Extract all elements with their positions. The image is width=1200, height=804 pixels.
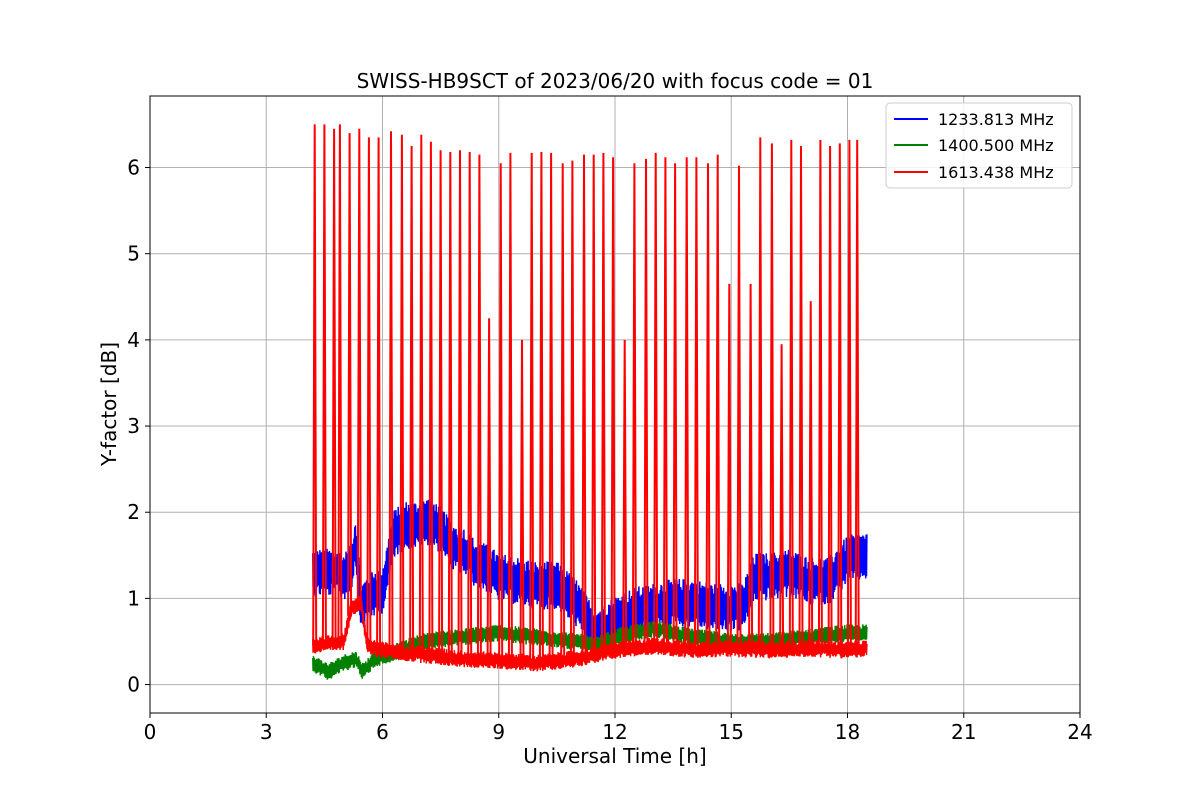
series-spike (347, 133, 353, 616)
series-spike (662, 157, 668, 648)
series-spike (622, 339, 628, 650)
x-tick-label: 18 (835, 720, 860, 744)
y-tick-label: 6 (127, 156, 140, 180)
x-tick-label: 24 (1067, 720, 1092, 744)
x-tick-label: 9 (492, 720, 505, 744)
series-spike (467, 151, 473, 660)
series-spike (817, 139, 823, 649)
series-spike (581, 154, 587, 658)
x-tick-label: 0 (144, 720, 157, 744)
series-spike (827, 145, 833, 650)
series-spike (418, 134, 424, 655)
series-spike (779, 344, 785, 650)
series-spike (653, 152, 659, 647)
series-spike (399, 134, 405, 653)
series-spike (736, 165, 742, 649)
series-spike (366, 137, 372, 647)
series-spike (837, 143, 843, 650)
chart-title: SWISS-HB9SCT of 2023/06/20 with focus co… (357, 69, 874, 93)
x-axis-label: Universal Time [h] (523, 744, 706, 768)
series-trace-2 (312, 595, 868, 672)
series-spike (798, 145, 804, 649)
series-spike (529, 152, 535, 663)
series-spike (428, 141, 434, 656)
legend-label-1233: 1233.813 MHz (938, 110, 1054, 129)
y-axis-ticks: 0 1 2 3 4 5 6 (127, 156, 150, 697)
legend-box (885, 102, 1073, 189)
y-axis-label: Y-factor [dB] (97, 342, 121, 467)
series-spike (312, 124, 318, 646)
x-tick-label: 21 (951, 720, 976, 744)
series-spike (560, 163, 566, 661)
series-spike (569, 160, 575, 660)
series-spike (715, 154, 721, 650)
y-tick-label: 1 (127, 586, 140, 610)
series-spike (376, 137, 382, 650)
x-tick-label: 12 (602, 720, 627, 744)
series-spike (610, 157, 616, 651)
series-spike (591, 154, 597, 655)
series-spike (388, 131, 394, 652)
legend-label-1400: 1400.500 MHz (938, 136, 1054, 155)
series-spike (321, 124, 327, 645)
series-spike (643, 158, 649, 647)
series-spike (854, 139, 860, 650)
legend-label-1613: 1613.438 MHz (938, 163, 1054, 182)
series-spike (748, 283, 754, 650)
y-tick-label: 2 (127, 500, 140, 524)
series-spike (788, 139, 794, 650)
y-tick-label: 0 (127, 673, 140, 697)
series-spike (769, 143, 775, 651)
series-spike (600, 152, 606, 653)
y-tick-label: 4 (127, 328, 140, 352)
x-tick-label: 6 (376, 720, 389, 744)
series-spike (457, 150, 463, 659)
x-axis-ticks: 0 3 6 9 12 15 18 21 24 (144, 713, 1093, 744)
series-spike (486, 318, 492, 661)
series-spike (409, 145, 415, 654)
series-spike (808, 301, 814, 649)
series-spike (726, 283, 732, 649)
series-spike (476, 154, 482, 660)
x-tick-label: 3 (260, 720, 273, 744)
series-spike (693, 157, 699, 650)
series-spike (447, 151, 453, 658)
series-spike (331, 128, 337, 643)
y-tick-label: 5 (127, 242, 140, 266)
series-trace-0 (312, 498, 868, 653)
series-spike (337, 124, 343, 643)
series-spike (538, 151, 544, 663)
series-spike (548, 152, 554, 662)
series-spike (519, 339, 525, 663)
series-spike (684, 157, 690, 650)
series-spike (507, 152, 513, 662)
y-tick-label: 3 (127, 414, 140, 438)
series-spike (672, 163, 678, 649)
series-layer (312, 124, 868, 680)
x-tick-label: 15 (719, 720, 744, 744)
series-spike (631, 163, 637, 649)
series-spike (438, 150, 444, 657)
series-spike (356, 128, 362, 604)
series-spike (757, 137, 763, 650)
series-spike (498, 163, 504, 661)
series-spike (846, 139, 852, 650)
series-spike (705, 163, 711, 650)
legend: 1233.813 MHz 1400.500 MHz 1613.438 MHz (885, 102, 1073, 189)
